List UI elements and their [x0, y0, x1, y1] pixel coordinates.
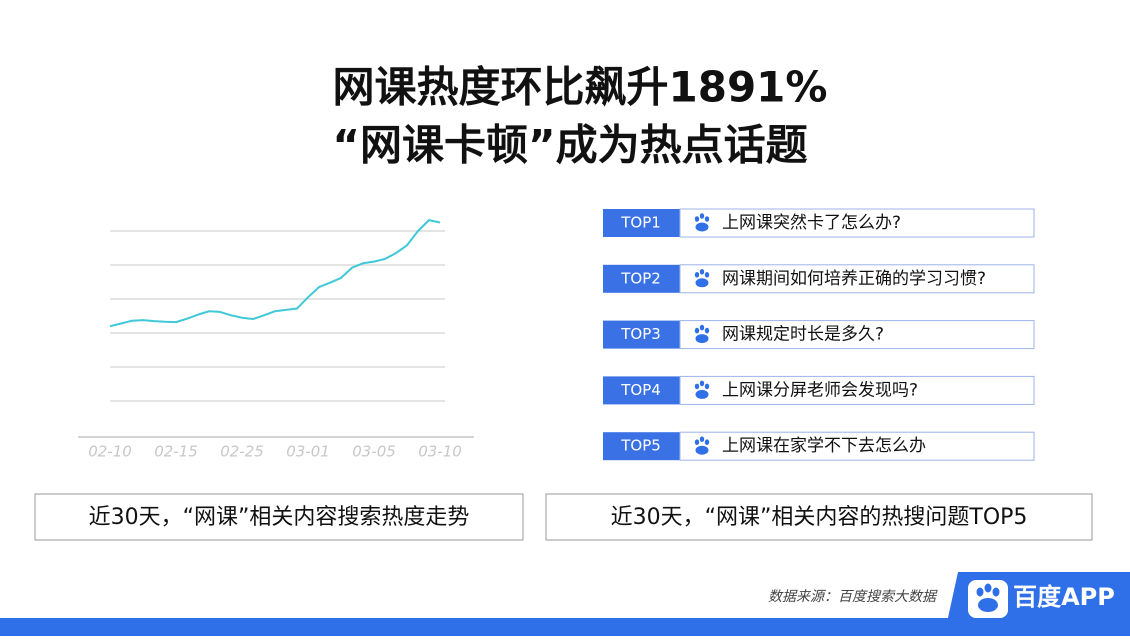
paw-icon — [976, 583, 1000, 612]
paw-pad — [695, 222, 709, 232]
list-caption: 近30天，“网课”相关内容的热搜问题TOP5 — [611, 505, 1028, 530]
rank-box — [603, 432, 680, 461]
rank-label: TOP2 — [620, 269, 661, 287]
paw-icon — [694, 269, 710, 288]
caption-box — [34, 493, 524, 541]
paw-toe — [694, 327, 700, 334]
paw-toe — [704, 216, 710, 222]
rank-box — [603, 264, 680, 293]
paw-toe — [694, 439, 700, 446]
data-line — [109, 219, 441, 328]
paw-icon — [694, 213, 710, 232]
x-tick-label: 02-10 — [88, 443, 132, 461]
paw-toe — [704, 383, 710, 390]
paw-toe — [699, 324, 705, 331]
rank-label: TOP4 — [620, 381, 661, 399]
paw-pad — [695, 445, 709, 455]
rank-box — [603, 320, 680, 349]
rank-label: TOP5 — [620, 437, 661, 455]
question-box — [679, 431, 1035, 461]
question-text: 上网课分屏老师会发现吗? — [722, 380, 918, 400]
question-text: 上网课在家学不下去怎么办 — [722, 436, 926, 456]
paw-toe — [694, 383, 700, 390]
x-tick-label: 03-10 — [418, 443, 462, 461]
title-line: “网课卡顿”成为热点话题 — [332, 121, 807, 170]
source-note: 数据来源：百度搜索大数据 — [768, 589, 938, 605]
title-line: 网课热度环比飙升1891% — [333, 63, 828, 112]
rank-box — [603, 376, 680, 405]
paw-toe — [704, 272, 710, 278]
paw-toe — [694, 216, 700, 222]
x-tick-label: 02-25 — [220, 443, 264, 461]
paw-toe — [699, 436, 705, 443]
paw-toe — [699, 269, 705, 275]
paw-icon — [694, 436, 710, 455]
question-box — [679, 264, 1035, 294]
question-text: 上网课突然卡了怎么办? — [722, 213, 901, 233]
caption-box — [545, 493, 1093, 541]
paw-toe — [699, 213, 705, 219]
chart-caption: 近30天，“网课”相关内容搜索热度走势 — [89, 505, 470, 530]
brand-name: 百度APP — [1013, 583, 1115, 611]
paw-icon — [694, 324, 710, 344]
x-tick-label: 03-05 — [352, 443, 396, 461]
x-tick-label: 02-15 — [154, 443, 198, 461]
footer-bar — [0, 618, 1130, 636]
paw-pad — [695, 278, 709, 288]
x-tick-label: 03-01 — [286, 443, 330, 461]
question-box — [679, 208, 1035, 238]
paw-pad — [695, 389, 709, 399]
rank-label: TOP1 — [620, 214, 661, 232]
question-text: 网课期间如何培养正确的学习习惯? — [722, 269, 986, 289]
question-text: 网课规定时长是多久? — [722, 325, 884, 345]
question-box — [679, 320, 1035, 350]
paw-pad — [695, 334, 709, 344]
paw-toe — [694, 272, 700, 278]
paw-icon — [694, 380, 710, 399]
rank-box — [603, 209, 680, 237]
top-list: TOP1 上网课突然卡了怎么办? TOP2 网课期间如何培养正确的学习习惯? TOP3 网… — [603, 208, 1035, 461]
paw-toe — [704, 439, 710, 446]
paw-toe — [699, 380, 705, 387]
question-box — [679, 375, 1035, 405]
paw-toe — [704, 327, 710, 334]
rank-label: TOP3 — [620, 325, 661, 343]
